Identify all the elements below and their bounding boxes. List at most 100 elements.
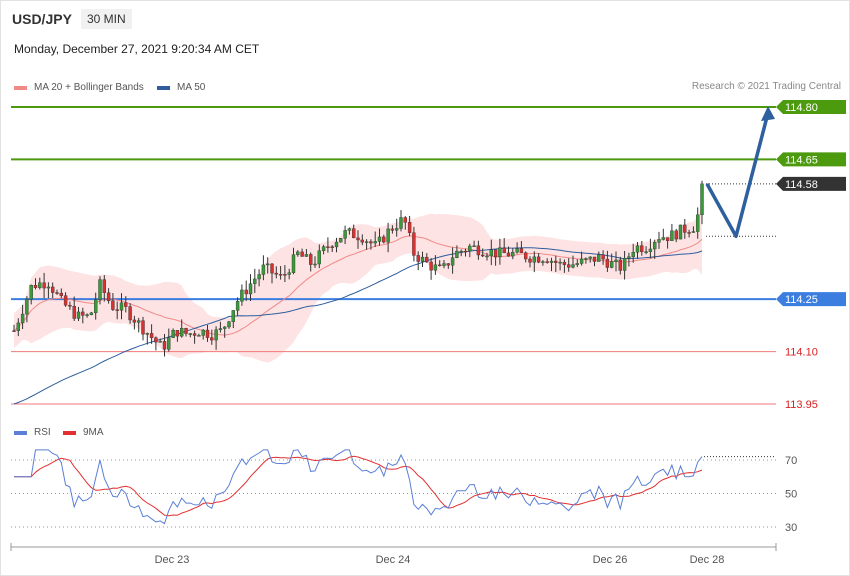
candle-down <box>390 228 395 231</box>
candle-up <box>588 256 592 259</box>
rsi-tick-50: 50 <box>785 489 797 501</box>
candle-up <box>16 322 20 331</box>
candles-group <box>12 180 704 357</box>
candle-up <box>442 263 446 266</box>
candle-up <box>661 237 665 240</box>
candle-up <box>670 230 674 241</box>
timestamp: Monday, December 27, 2021 9:20:34 AM CET <box>14 42 260 56</box>
candle-up <box>197 335 201 337</box>
candle-down <box>102 279 107 293</box>
candle-down <box>429 261 433 271</box>
candle-down <box>274 272 278 275</box>
candle-up <box>584 258 588 260</box>
candle-down <box>128 306 132 321</box>
legend-rsi: RSI <box>14 427 51 438</box>
candle-up <box>261 264 266 275</box>
candle-up <box>214 329 218 341</box>
candle-up <box>145 333 150 335</box>
candle-down <box>562 261 567 265</box>
ma50-swatch <box>157 85 170 90</box>
candle-down <box>42 282 46 289</box>
candle-down <box>640 245 644 252</box>
legend-ma50-label: MA 50 <box>177 82 206 93</box>
candle-up <box>631 251 635 257</box>
candle-down <box>665 237 670 241</box>
candle-up <box>377 236 382 242</box>
candle-down <box>683 224 687 233</box>
candle-up <box>253 278 257 284</box>
candle-up <box>347 228 352 231</box>
candle-up <box>627 256 631 259</box>
candle-down <box>674 230 678 240</box>
candle-up <box>614 259 618 262</box>
legend-rsi-label: RSI <box>34 427 51 438</box>
legend-ma20: MA 20 + Bollinger Bands <box>14 82 144 93</box>
candle-up <box>296 251 300 255</box>
x-tick-label: Dec 23 <box>155 554 190 566</box>
candle-up <box>29 285 33 300</box>
candle-up <box>201 329 205 336</box>
candle-up <box>85 314 89 316</box>
candle-up <box>334 241 339 248</box>
candle-down <box>356 237 360 241</box>
candle-up <box>450 257 455 266</box>
candle-up <box>231 310 236 322</box>
candle-up <box>489 249 493 257</box>
candle-up <box>240 289 244 302</box>
candle-up <box>558 261 562 264</box>
candle-down <box>545 261 549 263</box>
candle-up <box>455 250 459 258</box>
candle-up <box>657 239 661 243</box>
x-tick-label: Dec 28 <box>690 554 725 566</box>
candle-up <box>468 245 472 252</box>
timeframe-badge[interactable]: 30 MIN <box>81 9 132 29</box>
candle-down <box>481 254 485 257</box>
candle-up <box>227 321 231 328</box>
candle-down <box>425 256 429 263</box>
candle-up <box>420 256 425 262</box>
candle-down <box>687 232 691 234</box>
candle-up <box>700 183 704 216</box>
candle-up <box>433 264 438 271</box>
level-tag-114-80 <box>776 100 846 114</box>
rsi-line <box>14 449 703 525</box>
candle-down <box>382 236 386 243</box>
candle-up <box>395 228 399 231</box>
candle-up <box>98 279 102 300</box>
candle-up <box>158 341 162 343</box>
candle-up <box>549 260 554 263</box>
rsi-tick-70: 70 <box>785 455 797 467</box>
candle-up <box>541 261 545 263</box>
candle-down <box>132 319 137 323</box>
candle-down <box>506 252 511 257</box>
candle-up <box>218 328 223 330</box>
candle-down <box>601 254 605 260</box>
candle-down <box>149 333 154 338</box>
candle-down <box>51 286 55 293</box>
candle-down <box>106 292 111 302</box>
candle-up <box>171 329 175 338</box>
bollinger-band <box>14 203 702 363</box>
candle-up <box>644 251 648 253</box>
level-label-114-58: 114.58 <box>785 179 818 191</box>
level-label-114-25: 114.25 <box>785 294 818 306</box>
candle-down <box>536 256 541 263</box>
candle-up <box>317 250 321 265</box>
ma20-swatch <box>14 85 27 90</box>
candle-up <box>89 312 94 315</box>
candle-down <box>326 246 330 248</box>
candle-down <box>618 259 622 271</box>
candle-down <box>283 274 287 276</box>
level-tag-114-65 <box>776 152 846 167</box>
candle-down <box>605 258 610 268</box>
candle-down <box>493 249 498 258</box>
level-label-114-10: 114.10 <box>785 347 818 359</box>
candle-up <box>648 248 653 252</box>
rsi-swatch <box>14 430 27 435</box>
legend-ma20-label: MA 20 + Bollinger Bands <box>34 82 144 93</box>
candle-down <box>438 264 442 267</box>
candle-up <box>179 328 184 337</box>
legend-rsi-ma-label: 9MA <box>83 427 104 438</box>
candle-down <box>12 330 16 332</box>
